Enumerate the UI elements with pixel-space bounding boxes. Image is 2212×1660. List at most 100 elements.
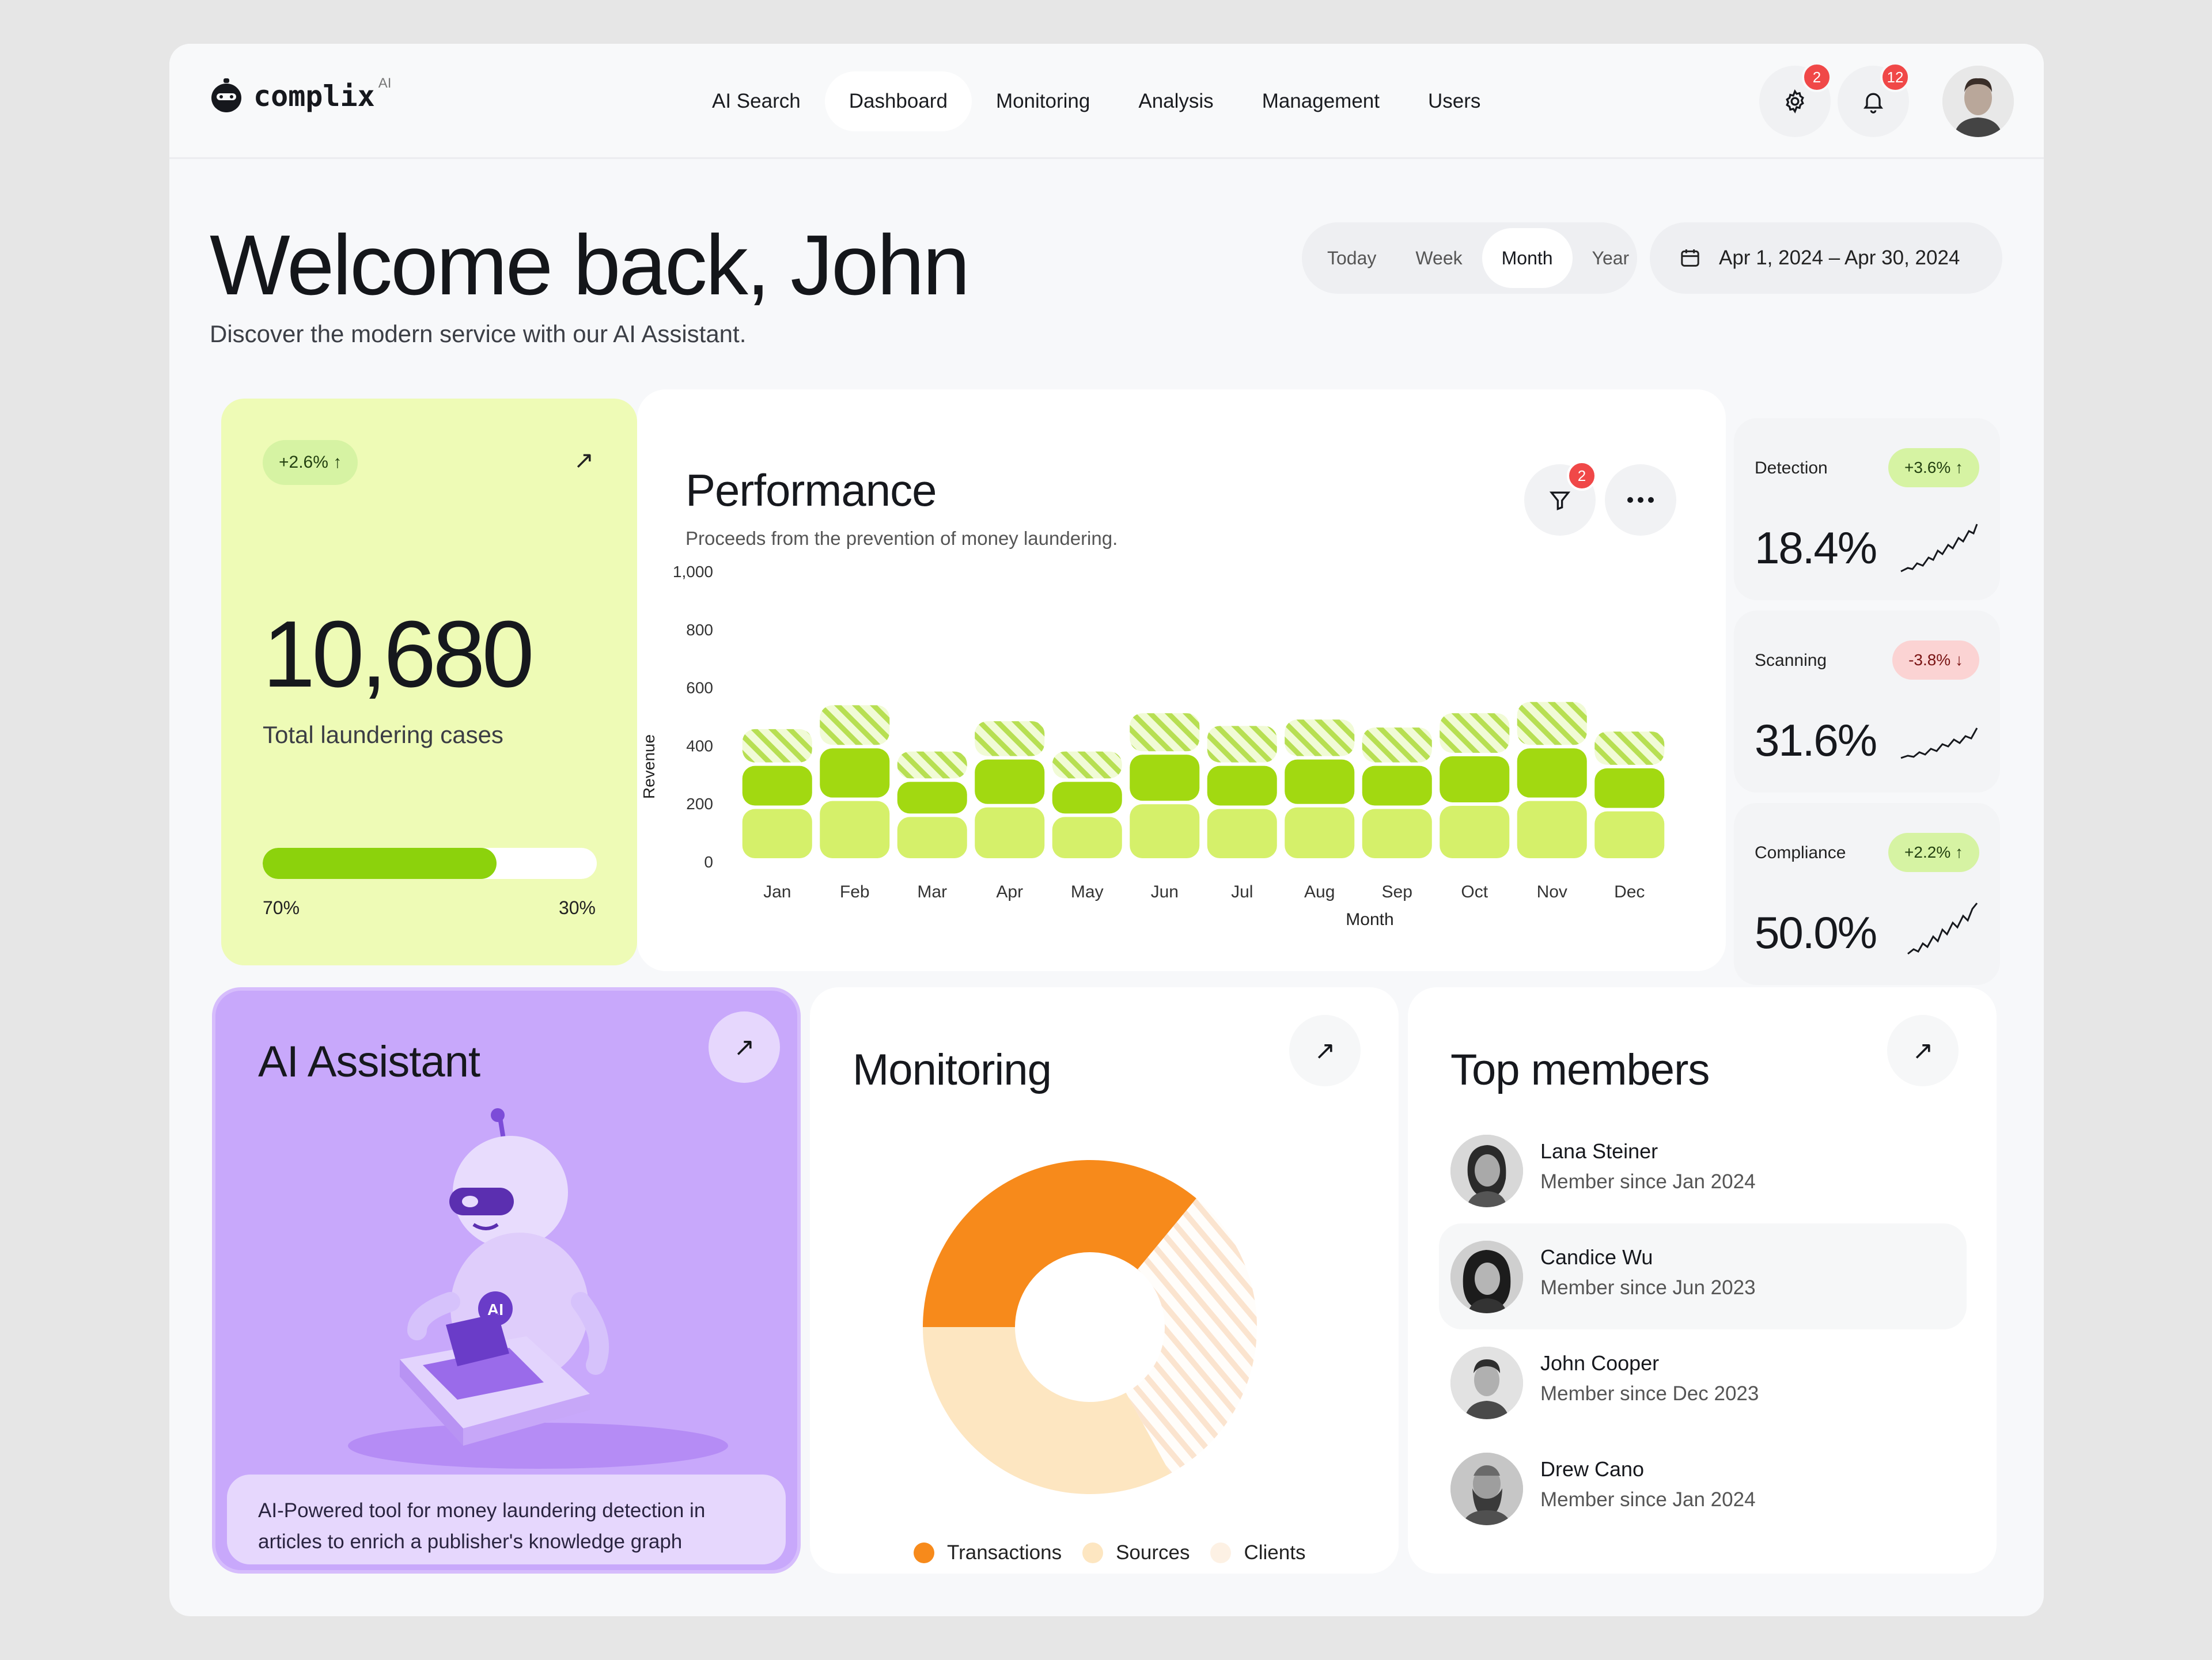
bar-oct-segment-2[interactable] bbox=[1440, 756, 1510, 802]
legend-label-transactions: Transactions bbox=[947, 1541, 1062, 1564]
y-tick-label: 400 bbox=[686, 737, 713, 755]
nav-ai-search[interactable]: AI Search bbox=[712, 90, 801, 112]
date-range-picker[interactable]: Apr 1, 2024 – Apr 30, 2024 bbox=[1650, 222, 2002, 294]
member-row[interactable]: Drew Cano Member since Jan 2024 bbox=[1439, 1435, 1967, 1541]
x-tick-label: Nov bbox=[1537, 882, 1567, 901]
nav-monitoring[interactable]: Monitoring bbox=[995, 90, 1090, 112]
bar-jan-segment-3[interactable] bbox=[742, 729, 812, 763]
bar-dec-segment-2[interactable] bbox=[1594, 768, 1665, 808]
filter-button[interactable]: 2 bbox=[1524, 461, 1597, 536]
bar-aug-segment-2[interactable] bbox=[1285, 759, 1355, 804]
member-row[interactable]: Lana Steiner Member since Jan 2024 bbox=[1439, 1117, 1967, 1223]
nav-management[interactable]: Management bbox=[1262, 90, 1380, 112]
period-selector: Today Week Month Year bbox=[1302, 222, 1637, 294]
bar-may-segment-1[interactable] bbox=[1052, 817, 1122, 858]
bar-jun-segment-1[interactable] bbox=[1130, 804, 1200, 858]
brand-sup: AI bbox=[378, 75, 392, 91]
bar-jul-segment-2[interactable] bbox=[1207, 765, 1277, 806]
stat-card-scanning[interactable]: Scanning -3.8% ↓ 31.6% bbox=[1734, 611, 2000, 793]
x-tick-label: Jul bbox=[1231, 882, 1253, 901]
bar-mar-segment-1[interactable] bbox=[897, 817, 967, 858]
legend-item-transactions[interactable]: Transactions bbox=[914, 1541, 1062, 1564]
bar-jan-segment-2[interactable] bbox=[742, 765, 812, 806]
member-name: Lana Steiner bbox=[1540, 1139, 1658, 1163]
bar-dec-segment-1[interactable] bbox=[1594, 811, 1665, 858]
chart-x-axis-label: Month bbox=[1346, 910, 1393, 929]
members-open-button[interactable]: ↗ bbox=[1887, 1015, 1959, 1086]
performance-card: Performance Proceeds from the prevention… bbox=[637, 389, 1726, 971]
donut-segment-transactions[interactable] bbox=[923, 1160, 1196, 1327]
member-name: Candice Wu bbox=[1540, 1245, 1653, 1269]
stat-card-detection[interactable]: Detection +3.6% ↑ 18.4% bbox=[1734, 418, 2000, 600]
y-tick-label: 600 bbox=[686, 679, 713, 697]
cases-open-arrow-icon[interactable]: ↗ bbox=[574, 446, 594, 473]
nav-analysis[interactable]: Analysis bbox=[1138, 90, 1214, 112]
brand-logo[interactable]: complix AI bbox=[210, 75, 392, 114]
total-cases-card: +2.6% ↑ ↗ 10,680 Total laundering cases … bbox=[221, 399, 637, 965]
member-since: Member since Dec 2023 bbox=[1540, 1382, 1759, 1405]
ai-open-button[interactable]: ↗ bbox=[709, 1011, 780, 1083]
nav-dashboard[interactable]: Dashboard bbox=[824, 71, 972, 131]
stat-value-scanning: 31.6% bbox=[1755, 715, 1877, 765]
member-row[interactable]: John Cooper Member since Dec 2023 bbox=[1439, 1329, 1967, 1435]
bar-jul-segment-1[interactable] bbox=[1207, 809, 1277, 858]
bar-may-segment-3[interactable] bbox=[1052, 751, 1122, 779]
bar-apr-segment-2[interactable] bbox=[975, 759, 1045, 804]
donut-segment-sources[interactable] bbox=[923, 1327, 1171, 1494]
bar-jul-segment-3[interactable] bbox=[1207, 726, 1277, 763]
bar-nov-segment-2[interactable] bbox=[1517, 748, 1587, 798]
bar-aug-segment-3[interactable] bbox=[1285, 719, 1355, 756]
nav-users[interactable]: Users bbox=[1427, 90, 1481, 112]
top-members-title: Top members bbox=[1450, 1045, 1710, 1094]
bar-apr-segment-3[interactable] bbox=[975, 721, 1045, 756]
bar-sep-segment-1[interactable] bbox=[1362, 809, 1432, 858]
legend-item-sources[interactable]: Sources bbox=[1082, 1541, 1190, 1564]
donut-segment-clients[interactable] bbox=[1126, 1198, 1257, 1474]
bar-jun-segment-2[interactable] bbox=[1130, 755, 1200, 801]
calendar-icon bbox=[1681, 249, 1699, 267]
member-name: John Cooper bbox=[1540, 1351, 1660, 1375]
x-tick-label: Aug bbox=[1304, 882, 1335, 901]
bar-apr-segment-1[interactable] bbox=[975, 807, 1045, 858]
bar-feb-segment-2[interactable] bbox=[820, 748, 890, 798]
bar-feb-segment-3[interactable] bbox=[820, 705, 890, 745]
more-dots-icon bbox=[1627, 497, 1654, 503]
bar-nov-segment-1[interactable] bbox=[1517, 801, 1587, 858]
member-row[interactable]: Candice Wu Member since Jun 2023 bbox=[1439, 1223, 1967, 1329]
performance-title: Performance bbox=[685, 465, 937, 516]
monitoring-legend: Transactions Sources Clients bbox=[914, 1541, 1326, 1564]
ai-assistant-card[interactable]: AI Assistant ↗ AI AI-Powered tool for mo… bbox=[212, 987, 801, 1574]
bar-dec-segment-3[interactable] bbox=[1594, 732, 1665, 765]
page-subtitle: Discover the modern service with our AI … bbox=[210, 320, 747, 347]
cases-value: 10,680 bbox=[263, 601, 535, 707]
period-month[interactable]: Month bbox=[1482, 228, 1573, 288]
period-year[interactable]: Year bbox=[1592, 247, 1630, 268]
user-avatar[interactable] bbox=[1942, 66, 2014, 137]
filter-icon bbox=[1549, 491, 1571, 510]
bar-sep-segment-2[interactable] bbox=[1362, 765, 1432, 806]
legend-item-clients[interactable]: Clients bbox=[1210, 1541, 1305, 1564]
settings-button[interactable]: 2 bbox=[1759, 62, 1832, 137]
bar-aug-segment-1[interactable] bbox=[1285, 807, 1355, 858]
bar-sep-segment-3[interactable] bbox=[1362, 727, 1432, 763]
user-avatar-image bbox=[1942, 66, 2014, 137]
bar-feb-segment-1[interactable] bbox=[820, 801, 890, 858]
stat-label-scanning: Scanning bbox=[1755, 651, 1827, 670]
bar-mar-segment-2[interactable] bbox=[897, 782, 967, 814]
notifications-button[interactable]: 12 bbox=[1838, 62, 1910, 137]
bar-may-segment-2[interactable] bbox=[1052, 782, 1122, 814]
more-options-button[interactable] bbox=[1605, 464, 1676, 536]
stat-card-compliance[interactable]: Compliance +2.2% ↑ 50.0% bbox=[1734, 803, 2000, 985]
period-today[interactable]: Today bbox=[1327, 247, 1377, 268]
bar-nov-segment-3[interactable] bbox=[1517, 702, 1587, 745]
bar-jan-segment-1[interactable] bbox=[742, 809, 812, 858]
bar-mar-segment-3[interactable] bbox=[897, 751, 967, 779]
stat-value-compliance: 50.0% bbox=[1755, 907, 1877, 958]
bar-oct-segment-3[interactable] bbox=[1440, 713, 1510, 753]
monitoring-open-button[interactable]: ↗ bbox=[1289, 1015, 1361, 1086]
bar-oct-segment-1[interactable] bbox=[1440, 805, 1510, 858]
bar-jun-segment-3[interactable] bbox=[1130, 713, 1200, 752]
period-week[interactable]: Week bbox=[1415, 247, 1463, 268]
performance-subtitle: Proceeds from the prevention of money la… bbox=[685, 528, 1118, 549]
member-avatar bbox=[1450, 1347, 1523, 1419]
